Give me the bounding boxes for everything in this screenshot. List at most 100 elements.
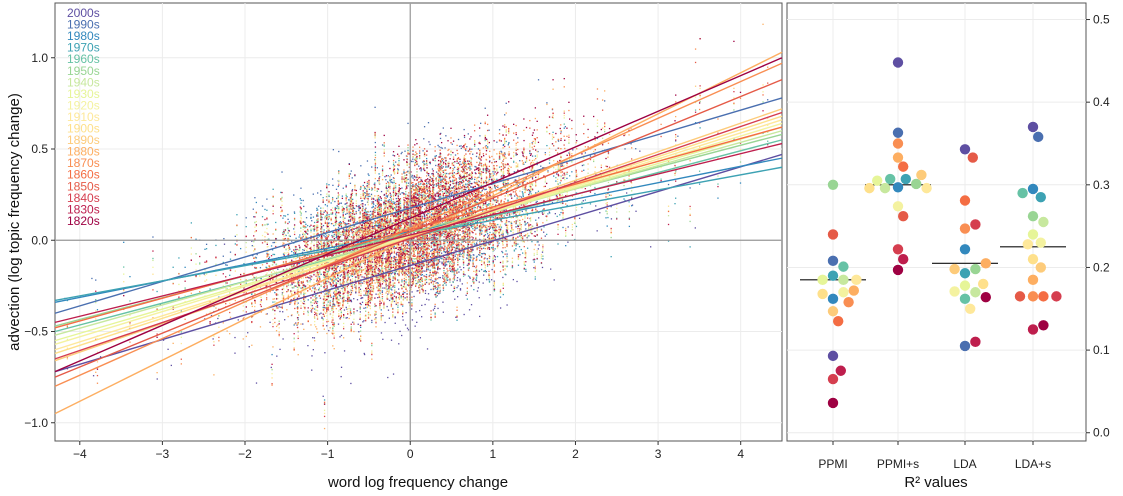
point xyxy=(305,224,306,225)
point xyxy=(381,200,382,201)
point xyxy=(439,293,440,294)
point xyxy=(502,252,503,253)
point xyxy=(605,210,606,211)
point xyxy=(557,216,558,217)
point xyxy=(424,271,425,272)
point xyxy=(368,196,369,197)
point xyxy=(493,199,494,200)
point xyxy=(327,205,328,206)
point xyxy=(440,147,441,148)
point xyxy=(454,279,455,280)
point xyxy=(407,185,408,186)
point xyxy=(407,171,408,172)
point xyxy=(416,158,417,159)
point xyxy=(314,337,315,338)
point xyxy=(273,189,274,190)
point xyxy=(350,183,351,184)
point xyxy=(374,182,375,183)
point xyxy=(442,179,443,180)
point xyxy=(283,229,284,230)
point xyxy=(478,148,479,149)
point xyxy=(372,201,373,202)
point xyxy=(506,304,507,305)
point xyxy=(767,99,768,100)
point xyxy=(293,252,294,253)
point xyxy=(581,202,582,203)
point xyxy=(390,181,391,182)
point xyxy=(418,183,419,184)
point xyxy=(225,264,226,265)
point xyxy=(466,146,467,147)
point xyxy=(385,179,386,180)
point xyxy=(609,195,610,196)
point xyxy=(401,297,402,298)
point xyxy=(447,261,448,262)
point xyxy=(699,127,700,128)
point xyxy=(412,161,413,162)
point xyxy=(506,253,507,254)
point xyxy=(313,194,314,195)
point xyxy=(393,164,394,165)
point xyxy=(407,284,408,285)
point xyxy=(276,356,277,357)
point xyxy=(555,180,556,181)
point xyxy=(431,173,432,174)
point xyxy=(318,206,319,207)
point xyxy=(599,212,600,213)
point xyxy=(513,161,514,162)
point xyxy=(437,308,438,309)
point xyxy=(481,269,482,270)
point xyxy=(366,211,367,212)
point xyxy=(463,314,464,315)
point xyxy=(460,269,461,270)
point xyxy=(583,200,584,201)
point xyxy=(217,318,218,319)
point xyxy=(440,138,441,139)
point xyxy=(420,170,421,171)
point xyxy=(289,304,290,305)
point xyxy=(249,346,250,347)
point xyxy=(280,307,281,308)
point xyxy=(287,219,288,220)
point xyxy=(391,201,392,202)
point xyxy=(152,258,153,259)
point xyxy=(328,330,329,331)
point xyxy=(467,298,468,299)
point xyxy=(515,226,516,227)
point xyxy=(497,187,498,188)
point xyxy=(394,246,395,247)
point xyxy=(346,206,347,207)
point xyxy=(371,320,372,321)
point xyxy=(433,286,434,287)
point xyxy=(272,242,273,243)
point xyxy=(469,276,470,277)
point xyxy=(335,207,336,208)
point xyxy=(401,296,402,297)
point xyxy=(455,254,456,255)
point xyxy=(537,201,538,202)
point xyxy=(433,309,434,310)
point xyxy=(391,174,392,175)
point xyxy=(442,191,443,192)
point xyxy=(362,200,363,201)
point xyxy=(304,227,305,228)
point xyxy=(391,200,392,201)
point xyxy=(459,256,460,257)
point xyxy=(456,320,457,321)
point xyxy=(320,207,321,208)
point xyxy=(535,220,536,221)
point xyxy=(375,142,376,143)
point xyxy=(516,281,517,282)
point xyxy=(342,195,343,196)
point xyxy=(494,290,495,291)
point xyxy=(429,144,430,145)
point xyxy=(443,166,444,167)
point xyxy=(295,249,296,250)
point xyxy=(522,211,523,212)
point xyxy=(560,131,561,132)
point xyxy=(382,287,383,288)
point xyxy=(492,228,493,229)
point xyxy=(381,309,382,310)
point xyxy=(405,324,406,325)
point xyxy=(479,297,480,298)
